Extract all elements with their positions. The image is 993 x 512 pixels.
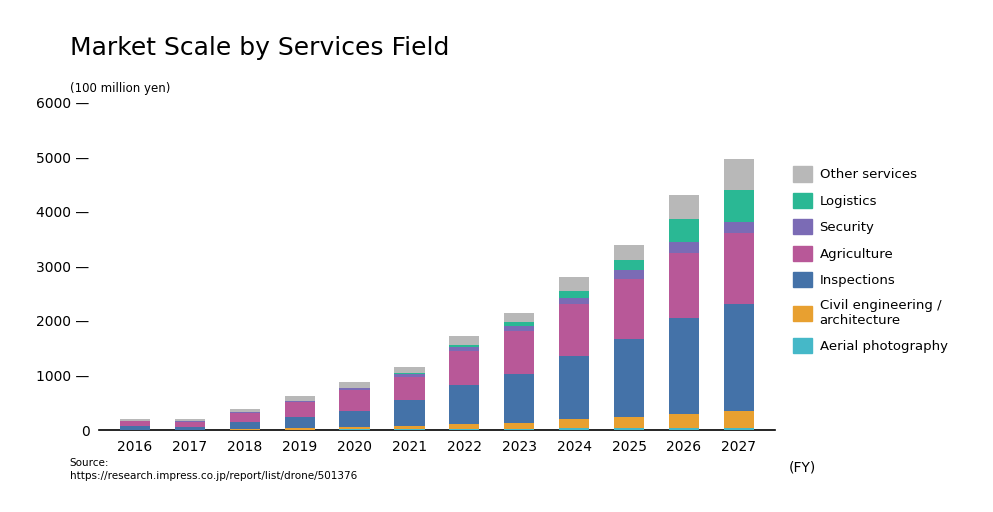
Bar [449,351,480,385]
Bar [559,305,589,356]
Bar [394,429,425,430]
Bar [614,260,644,270]
Bar [394,373,425,374]
Text: (FY): (FY) [789,461,816,475]
Bar [504,423,534,429]
Bar [724,428,754,430]
Bar [285,400,315,402]
Bar [559,419,589,429]
Bar [394,374,425,377]
Bar [614,338,644,417]
Bar [449,347,480,351]
Bar [669,414,699,428]
Bar [394,400,425,426]
Bar [285,417,315,428]
Bar [175,421,205,426]
Bar [614,245,644,260]
Bar [229,410,260,412]
Bar [614,417,644,428]
Bar [504,313,534,322]
Bar [504,374,534,423]
Bar [669,318,699,414]
Bar [724,304,754,411]
Bar [504,326,534,331]
Bar [394,426,425,429]
Bar [614,270,644,279]
Bar [394,377,425,400]
Bar [724,190,754,222]
Bar [669,252,699,318]
Bar [559,429,589,430]
Bar [724,222,754,233]
Bar [449,385,480,424]
Bar [504,331,534,374]
Bar [669,242,699,252]
Bar [394,367,425,373]
Bar [340,388,369,390]
Bar [614,428,644,430]
Bar [449,429,480,430]
Bar [340,427,369,430]
Bar [120,421,150,426]
Bar [229,412,260,413]
Bar [449,335,480,345]
Bar [504,322,534,326]
Text: Source:
https://research.impress.co.jp/report/list/drone/501376: Source: https://research.impress.co.jp/r… [70,458,356,481]
Bar [449,345,480,347]
Bar [120,426,150,430]
Bar [559,277,589,291]
Bar [504,429,534,430]
Bar [724,411,754,428]
Bar [559,356,589,419]
Bar [175,419,205,421]
Bar [229,422,260,429]
Text: (100 million yen): (100 million yen) [70,82,170,95]
Bar [175,426,205,430]
Bar [285,396,315,400]
Bar [340,382,369,388]
Bar [285,428,315,430]
Bar [614,279,644,338]
Bar [340,411,369,427]
Bar [559,298,589,305]
Bar [285,402,315,417]
Bar [559,291,589,298]
Bar [724,233,754,304]
Bar [449,424,480,429]
Bar [669,195,699,219]
Bar [669,219,699,242]
Text: Market Scale by Services Field: Market Scale by Services Field [70,36,449,60]
Bar [724,159,754,190]
Legend: Other services, Logistics, Security, Agriculture, Inspections, Civil engineering: Other services, Logistics, Security, Agr… [787,161,953,358]
Bar [229,429,260,430]
Bar [340,390,369,411]
Bar [669,428,699,430]
Bar [120,419,150,421]
Bar [229,413,260,422]
